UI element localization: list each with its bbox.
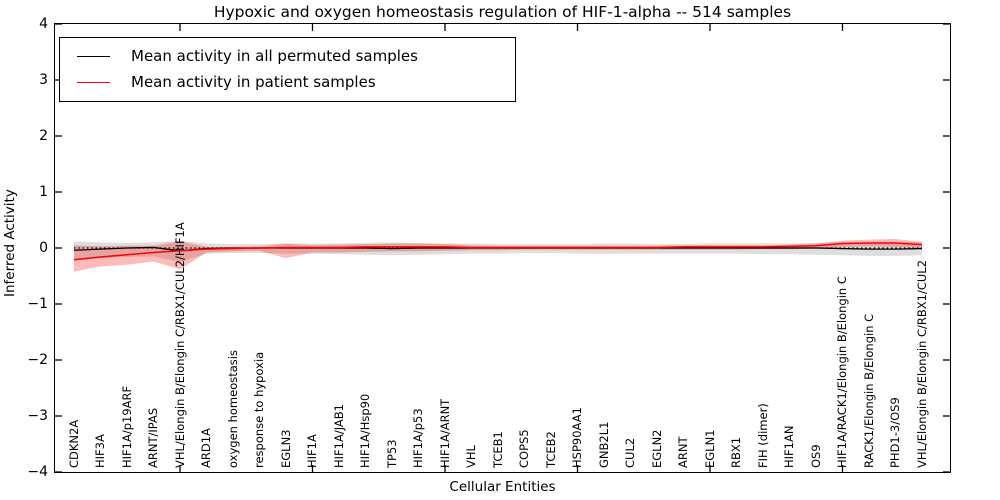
x-tick-label: EGLN2	[649, 429, 664, 468]
permuted-band	[73, 240, 922, 262]
patient-line-sample-icon	[77, 81, 110, 83]
x-tick-label: TP53	[384, 439, 399, 468]
legend-item-permuted: Mean activity in all permuted samples	[60, 43, 515, 69]
x-tick-label: HIF1A/Hsp90	[358, 393, 372, 468]
legend-label-patient: Mean activity in patient samples	[131, 73, 376, 91]
x-tick-label: response to hypoxia	[252, 351, 266, 468]
legend: Mean activity in all permuted samples Me…	[59, 37, 516, 102]
legend-label-permuted: Mean activity in all permuted samples	[131, 47, 418, 65]
x-tick-label: HIF1A/JAB1	[331, 404, 346, 468]
x-tick-label: VHL/Elongin B/Elongin C/RBX1/CUL2/HIF1A	[172, 222, 187, 468]
x-tick-label: HSP90AA1	[570, 407, 584, 468]
x-tick-label: HIF1A/p19ARF	[119, 385, 134, 468]
y-tick-label: 3	[39, 72, 48, 88]
y-tick-label: 4	[39, 16, 48, 32]
x-tick-label: EGLN1	[702, 429, 717, 468]
x-tick-label: VHL/Elongin B/Elongin C/RBX1/CUL2	[914, 259, 929, 468]
chart-canvas	[54, 23, 950, 472]
y-tick-label: −3	[27, 408, 48, 424]
x-tick-label: HIF1A/p53	[411, 408, 425, 468]
x-tick-label: VHL	[464, 445, 478, 468]
x-axis-label: Cellular Entities	[449, 479, 556, 495]
x-tick-label: ARD1A	[199, 428, 213, 468]
chart-title: Hypoxic and oxygen homeostasis regulatio…	[213, 3, 792, 21]
x-tick-label: COPS5	[517, 429, 531, 468]
x-tick-label: HIF1A/ARNT	[437, 398, 452, 468]
x-tick-label: GNB2L1	[596, 421, 611, 468]
x-tick-label: FIH (dimer)	[755, 403, 770, 468]
y-tick-label: −1	[27, 296, 48, 312]
x-tick-label: oxygen homeostasis	[225, 350, 240, 468]
y-tick-label: −4	[27, 464, 48, 480]
x-tick-label: RBX1	[729, 436, 743, 468]
y-tick-label: 2	[39, 128, 48, 144]
y-tick-label: −2	[27, 352, 48, 368]
x-tick-label: CUL2	[623, 437, 637, 468]
x-tick-label: HIF3A	[93, 434, 107, 468]
x-tick-label: HIF1AN	[782, 425, 796, 468]
x-tick-label: EGLN3	[278, 429, 293, 468]
x-tick-label: PHD1-3/OS9	[888, 397, 902, 468]
patient-mean-line	[73, 241, 922, 261]
x-tick-label: HIF1A	[305, 434, 319, 468]
x-tick-label: OS9	[808, 444, 823, 468]
y-axis-label: Inferred Activity	[2, 189, 18, 297]
x-tick-label: CDKN2A	[66, 419, 81, 468]
legend-item-patient: Mean activity in patient samples	[60, 69, 515, 95]
y-tick-label: 0	[39, 240, 48, 256]
x-tick-label: TCEB1	[490, 431, 505, 468]
permuted-line-sample-icon	[77, 55, 110, 57]
x-tick-label: HIF1A/RACK1/Elongin B/Elongin C	[835, 276, 849, 468]
x-tick-label: RACK1/Elongin B/Elongin C	[861, 313, 876, 468]
x-tick-label: TCEB2	[543, 431, 558, 468]
x-tick-label: ARNT	[676, 436, 690, 469]
x-tick-label: ARNT/IPAS	[146, 407, 160, 468]
y-tick-label: 1	[39, 184, 48, 200]
